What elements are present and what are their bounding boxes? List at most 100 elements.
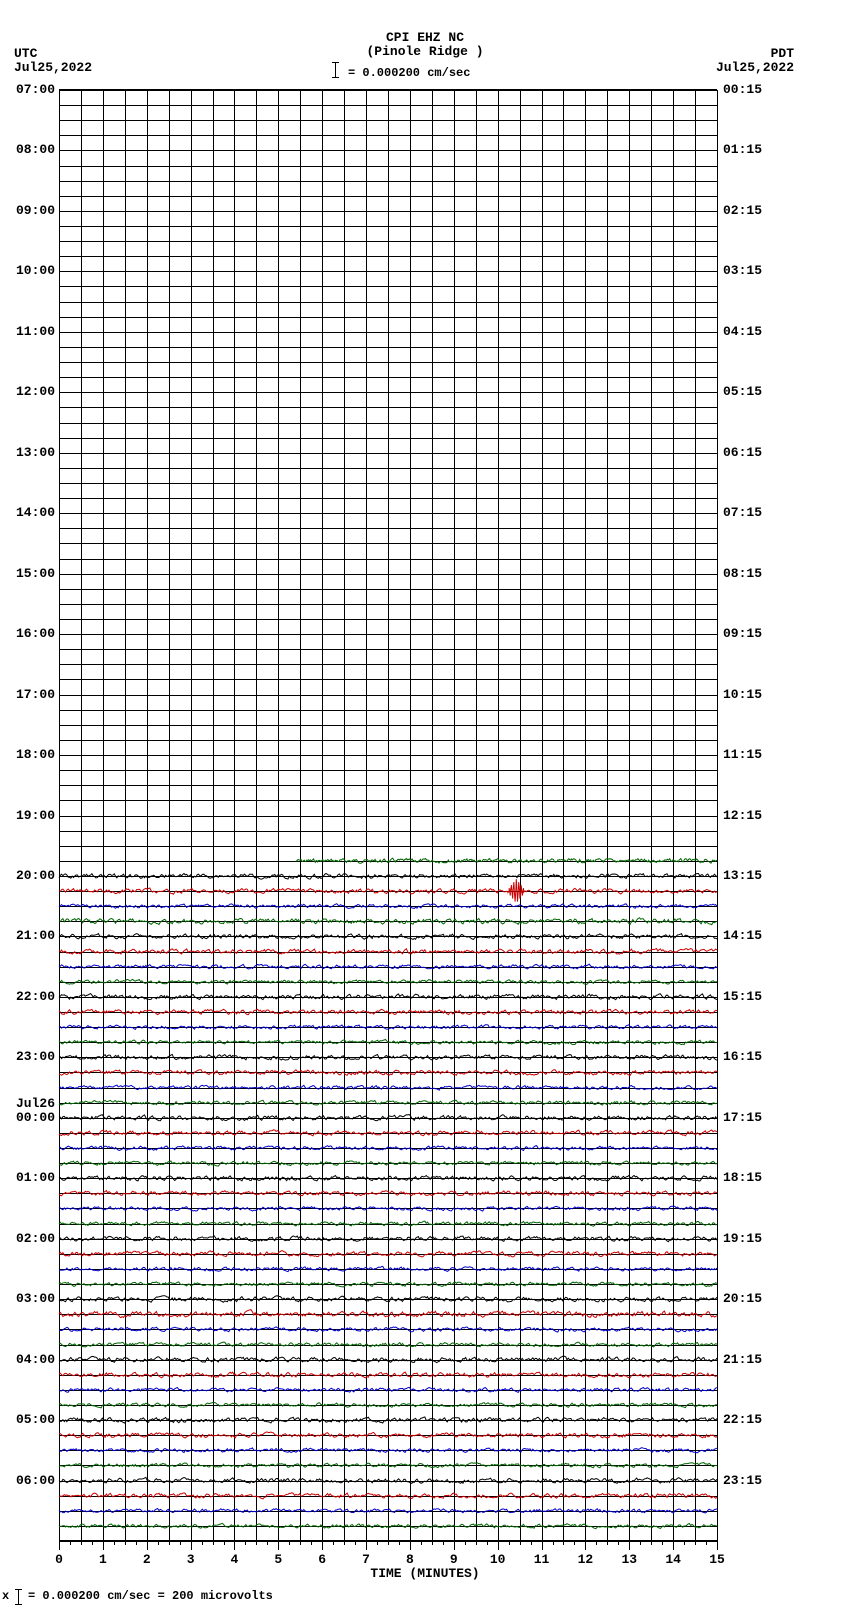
pdt-time-label: 16:15 bbox=[723, 1049, 762, 1064]
col-gridline bbox=[432, 90, 433, 1541]
col-gridline bbox=[59, 90, 60, 1541]
pdt-time-label: 08:15 bbox=[723, 566, 762, 581]
pdt-time-label: 03:15 bbox=[723, 263, 762, 278]
x-major-tick bbox=[147, 1540, 148, 1550]
x-major-tick bbox=[629, 1540, 630, 1550]
x-major-tick bbox=[191, 1540, 192, 1550]
pdt-time-label: 17:15 bbox=[723, 1110, 762, 1125]
pdt-time-label: 01:15 bbox=[723, 142, 762, 157]
x-tick-label: 9 bbox=[450, 1552, 458, 1567]
utc-time-label: 17:00 bbox=[16, 687, 55, 702]
utc-time-label: 16:00 bbox=[16, 626, 55, 641]
x-tick-label: 1 bbox=[99, 1552, 107, 1567]
pdt-time-label: 07:15 bbox=[723, 505, 762, 520]
x-axis-title: TIME (MINUTES) bbox=[370, 1566, 479, 1581]
x-tick-label: 6 bbox=[318, 1552, 326, 1567]
x-major-tick bbox=[234, 1540, 235, 1550]
col-gridline bbox=[169, 90, 170, 1541]
pdt-time-label: 14:15 bbox=[723, 928, 762, 943]
x-tick-label: 14 bbox=[665, 1552, 681, 1567]
pdt-time-label: 10:15 bbox=[723, 687, 762, 702]
col-gridline bbox=[717, 90, 718, 1541]
utc-time-label: 01:00 bbox=[16, 1170, 55, 1185]
pdt-time-label: 19:15 bbox=[723, 1231, 762, 1246]
col-gridline bbox=[147, 90, 148, 1541]
col-gridline bbox=[125, 90, 126, 1541]
col-gridline bbox=[476, 90, 477, 1541]
col-gridline bbox=[103, 90, 104, 1541]
utc-time-label: 23:00 bbox=[16, 1049, 55, 1064]
header-scale-text: = 0.000200 cm/sec bbox=[348, 66, 470, 80]
utc-time-label: 10:00 bbox=[16, 263, 55, 278]
x-major-tick bbox=[410, 1540, 411, 1550]
col-gridline bbox=[410, 90, 411, 1541]
col-gridline bbox=[607, 90, 608, 1541]
pdt-time-label: 18:15 bbox=[723, 1170, 762, 1185]
right-date: Jul25,2022 bbox=[716, 60, 794, 75]
header-scale-bar bbox=[335, 62, 336, 78]
col-gridline bbox=[520, 90, 521, 1541]
x-major-tick bbox=[673, 1540, 674, 1550]
pdt-time-label: 06:15 bbox=[723, 445, 762, 460]
x-tick-label: 15 bbox=[709, 1552, 725, 1567]
x-major-tick bbox=[717, 1540, 718, 1550]
utc-day-label: Jul26 bbox=[16, 1096, 55, 1111]
col-gridline bbox=[278, 90, 279, 1541]
utc-time-label: 05:00 bbox=[16, 1412, 55, 1427]
seismogram-container: CPI EHZ NC (Pinole Ridge ) UTC Jul25,202… bbox=[0, 0, 850, 1613]
x-major-tick bbox=[542, 1540, 543, 1550]
col-gridline bbox=[366, 90, 367, 1541]
utc-time-label: 03:00 bbox=[16, 1291, 55, 1306]
x-major-tick bbox=[498, 1540, 499, 1550]
x-tick-label: 4 bbox=[231, 1552, 239, 1567]
x-major-tick bbox=[366, 1540, 367, 1550]
station-code: CPI EHZ NC bbox=[386, 30, 464, 45]
col-gridline bbox=[695, 90, 696, 1541]
pdt-time-label: 11:15 bbox=[723, 747, 762, 762]
plot-area bbox=[59, 89, 717, 1542]
x-tick-label: 7 bbox=[362, 1552, 370, 1567]
x-tick-label: 13 bbox=[621, 1552, 637, 1567]
x-tick-label: 10 bbox=[490, 1552, 506, 1567]
col-gridline bbox=[651, 90, 652, 1541]
x-major-tick bbox=[59, 1540, 60, 1550]
utc-time-label: 02:00 bbox=[16, 1231, 55, 1246]
col-gridline bbox=[585, 90, 586, 1541]
col-gridline bbox=[300, 90, 301, 1541]
x-tick-label: 2 bbox=[143, 1552, 151, 1567]
col-gridline bbox=[673, 90, 674, 1541]
x-major-tick bbox=[454, 1540, 455, 1550]
utc-time-label: 09:00 bbox=[16, 203, 55, 218]
left-date: Jul25,2022 bbox=[14, 60, 92, 75]
x-tick-label: 3 bbox=[187, 1552, 195, 1567]
col-gridline bbox=[213, 90, 214, 1541]
utc-time-label: 07:00 bbox=[16, 82, 55, 97]
col-gridline bbox=[454, 90, 455, 1541]
right-timezone: PDT bbox=[771, 46, 794, 61]
pdt-time-label: 21:15 bbox=[723, 1352, 762, 1367]
left-timezone: UTC bbox=[14, 46, 37, 61]
utc-time-label: 13:00 bbox=[16, 445, 55, 460]
pdt-time-label: 15:15 bbox=[723, 989, 762, 1004]
x-major-tick bbox=[585, 1540, 586, 1550]
x-tick-label: 11 bbox=[534, 1552, 550, 1567]
pdt-time-label: 22:15 bbox=[723, 1412, 762, 1427]
col-gridline bbox=[563, 90, 564, 1541]
col-gridline bbox=[234, 90, 235, 1541]
x-major-tick bbox=[322, 1540, 323, 1550]
col-gridline bbox=[542, 90, 543, 1541]
utc-time-label: 19:00 bbox=[16, 808, 55, 823]
pdt-time-label: 12:15 bbox=[723, 808, 762, 823]
col-gridline bbox=[344, 90, 345, 1541]
pdt-time-label: 09:15 bbox=[723, 626, 762, 641]
pdt-time-label: 00:15 bbox=[723, 82, 762, 97]
utc-time-label: 12:00 bbox=[16, 384, 55, 399]
footer-prefix-x: x bbox=[2, 1589, 9, 1603]
utc-time-label: 08:00 bbox=[16, 142, 55, 157]
x-tick-label: 0 bbox=[55, 1552, 63, 1567]
col-gridline bbox=[498, 90, 499, 1541]
col-gridline bbox=[191, 90, 192, 1541]
utc-time-label: 21:00 bbox=[16, 928, 55, 943]
utc-time-label: 18:00 bbox=[16, 747, 55, 762]
col-gridline bbox=[388, 90, 389, 1541]
